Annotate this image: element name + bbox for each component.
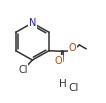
Text: O: O (69, 43, 76, 53)
Text: O: O (55, 56, 62, 66)
Text: Cl: Cl (18, 65, 27, 75)
Text: H: H (59, 79, 67, 89)
Text: Cl: Cl (68, 83, 78, 93)
Text: N: N (29, 18, 36, 28)
